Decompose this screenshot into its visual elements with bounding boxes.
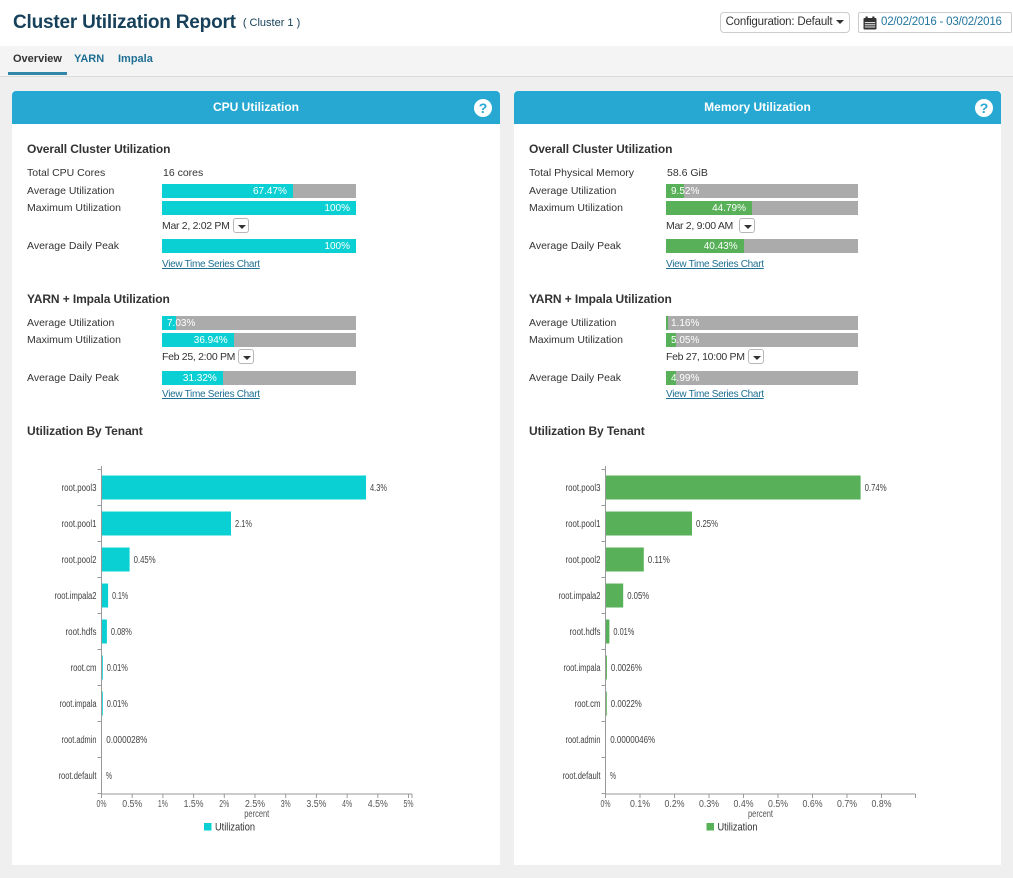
svg-text:0.5%: 0.5% <box>768 799 788 810</box>
svg-text:root.default: root.default <box>59 771 97 782</box>
svg-text:0.5%: 0.5% <box>122 799 142 810</box>
svg-text:4.3%: 4.3% <box>370 483 387 494</box>
svg-text:3.5%: 3.5% <box>306 799 326 810</box>
svg-text:0.2%: 0.2% <box>665 799 685 810</box>
svg-text:0.8%: 0.8% <box>872 799 892 810</box>
svg-text:0.0022%: 0.0022% <box>611 699 642 710</box>
svg-text:0.01%: 0.01% <box>107 699 128 710</box>
svg-text:0.01%: 0.01% <box>107 663 128 674</box>
svg-text:root.cm: root.cm <box>71 663 97 674</box>
svg-text:root.impala2: root.impala2 <box>559 591 601 602</box>
svg-text:0.1%: 0.1% <box>112 591 128 602</box>
svg-text:root.pool1: root.pool1 <box>566 519 601 530</box>
svg-text:2%: 2% <box>219 799 229 810</box>
svg-text:percent: percent <box>244 809 269 820</box>
svg-text:0.4%: 0.4% <box>734 799 754 810</box>
svg-text:2.1%: 2.1% <box>235 519 252 530</box>
svg-text:0.3%: 0.3% <box>699 799 719 810</box>
svg-text:root.pool2: root.pool2 <box>566 555 601 566</box>
svg-text:root.pool1: root.pool1 <box>62 519 97 530</box>
svg-text:root.impala2: root.impala2 <box>55 591 97 602</box>
svg-text:5%: 5% <box>404 799 414 810</box>
svg-text:0.000028%: 0.000028% <box>106 735 147 746</box>
svg-text:%: % <box>610 771 616 782</box>
svg-text:0.11%: 0.11% <box>648 555 670 566</box>
svg-text:0.1%: 0.1% <box>630 799 650 810</box>
svg-text:0.08%: 0.08% <box>111 627 132 638</box>
svg-text:root.admin: root.admin <box>566 735 601 746</box>
svg-text:root.hdfs: root.hdfs <box>570 627 601 638</box>
svg-text:root.pool3: root.pool3 <box>62 483 97 494</box>
svg-text:1%: 1% <box>158 799 168 810</box>
svg-text:0%: 0% <box>97 799 107 810</box>
svg-text:0.25%: 0.25% <box>696 519 718 530</box>
svg-text:0.74%: 0.74% <box>865 483 887 494</box>
svg-text:Utilization: Utilization <box>215 822 255 834</box>
svg-text:0.0026%: 0.0026% <box>611 663 642 674</box>
svg-text:Utilization: Utilization <box>718 822 758 834</box>
svg-text:1.5%: 1.5% <box>184 799 204 810</box>
svg-text:0.7%: 0.7% <box>837 799 857 810</box>
svg-text:%: % <box>106 771 112 782</box>
svg-text:0%: 0% <box>601 799 611 810</box>
svg-text:0.0000046%: 0.0000046% <box>610 735 655 746</box>
svg-text:0.6%: 0.6% <box>803 799 823 810</box>
svg-text:percent: percent <box>748 809 773 820</box>
svg-text:0.05%: 0.05% <box>627 591 649 602</box>
svg-text:2.5%: 2.5% <box>245 799 265 810</box>
svg-text:root.impala: root.impala <box>564 663 601 674</box>
svg-text:3%: 3% <box>281 799 291 810</box>
svg-text:root.pool2: root.pool2 <box>62 555 97 566</box>
svg-text:root.admin: root.admin <box>62 735 97 746</box>
svg-text:root.impala: root.impala <box>60 699 97 710</box>
svg-text:root.cm: root.cm <box>575 699 601 710</box>
svg-text:0.01%: 0.01% <box>613 627 634 638</box>
svg-text:root.pool3: root.pool3 <box>566 483 601 494</box>
svg-text:0.45%: 0.45% <box>134 555 156 566</box>
svg-text:root.default: root.default <box>563 771 601 782</box>
svg-text:4.5%: 4.5% <box>368 799 388 810</box>
svg-text:4%: 4% <box>342 799 352 810</box>
svg-text:root.hdfs: root.hdfs <box>66 627 97 638</box>
